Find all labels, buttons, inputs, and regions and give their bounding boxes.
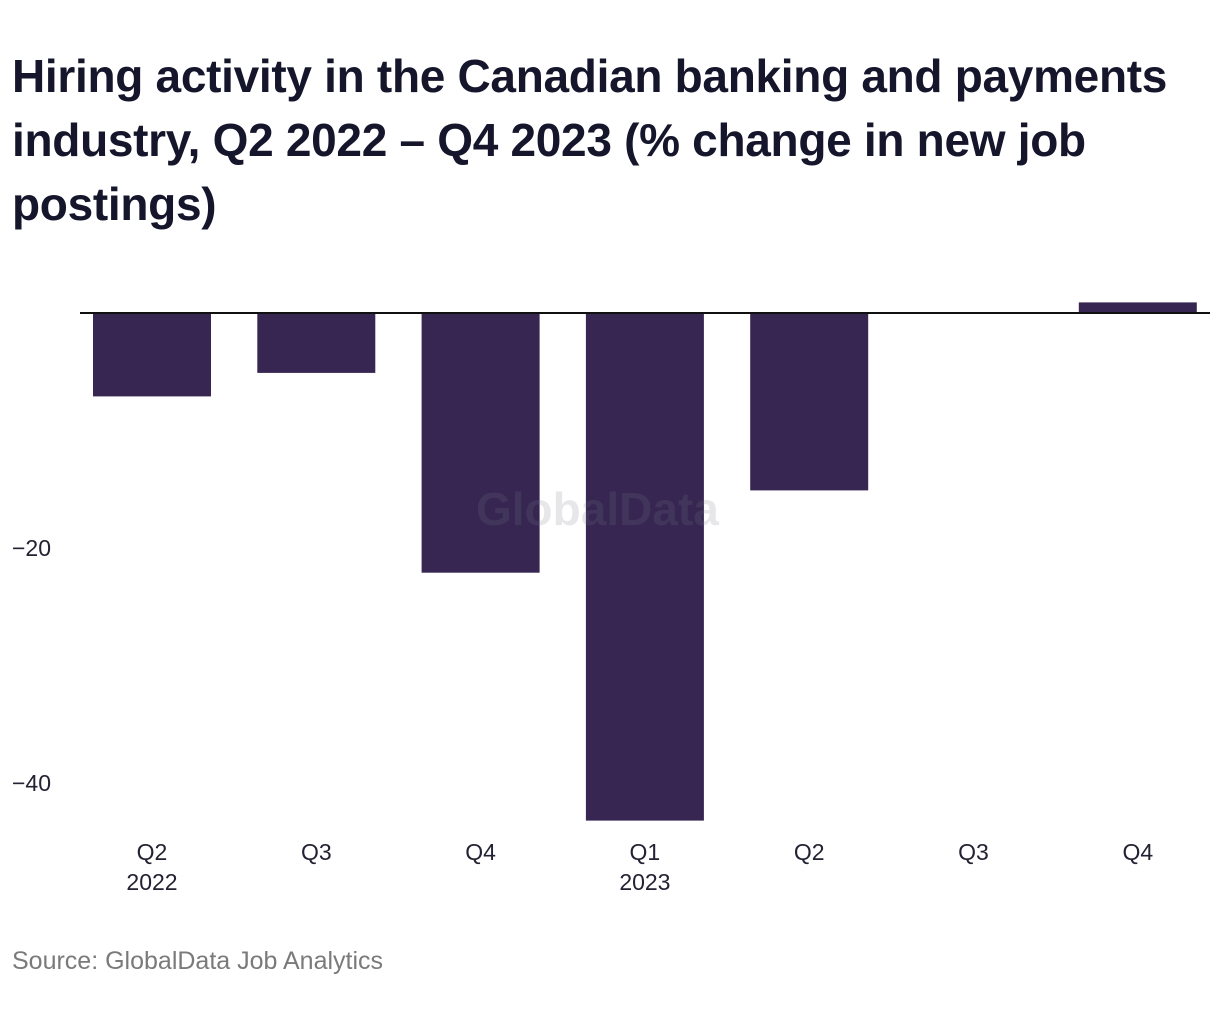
y-tick-label: −40 [12,770,51,796]
chart-title: Hiring activity in the Canadian banking … [12,50,1168,230]
x-tick-label: Q3 [958,839,989,865]
bar-5 [750,313,869,491]
bar-4 [585,313,704,821]
bar-2 [257,313,376,373]
source-note: Source: GlobalData Job Analytics [12,947,384,975]
x-tick-year-label: 2022 [126,869,177,895]
bar-3 [421,313,540,573]
x-axis-ticks: Q2 2022 Q3 Q4 Q1 2023 Q2 Q3 Q4 [126,839,1153,895]
y-axis-ticks: −20 −40 [12,535,51,796]
x-tick-label: Q1 [630,839,661,865]
x-tick-label: Q2 [137,839,168,865]
x-tick-label: Q2 [794,839,825,865]
x-tick-label: Q4 [1122,839,1153,865]
x-tick-label: Q4 [465,839,496,865]
bars-group [93,302,1197,821]
y-tick-label: −20 [12,535,51,561]
x-tick-label: Q3 [301,839,332,865]
x-tick-year-label: 2023 [619,869,670,895]
bar-7 [1078,302,1197,313]
bar-1 [93,313,211,397]
